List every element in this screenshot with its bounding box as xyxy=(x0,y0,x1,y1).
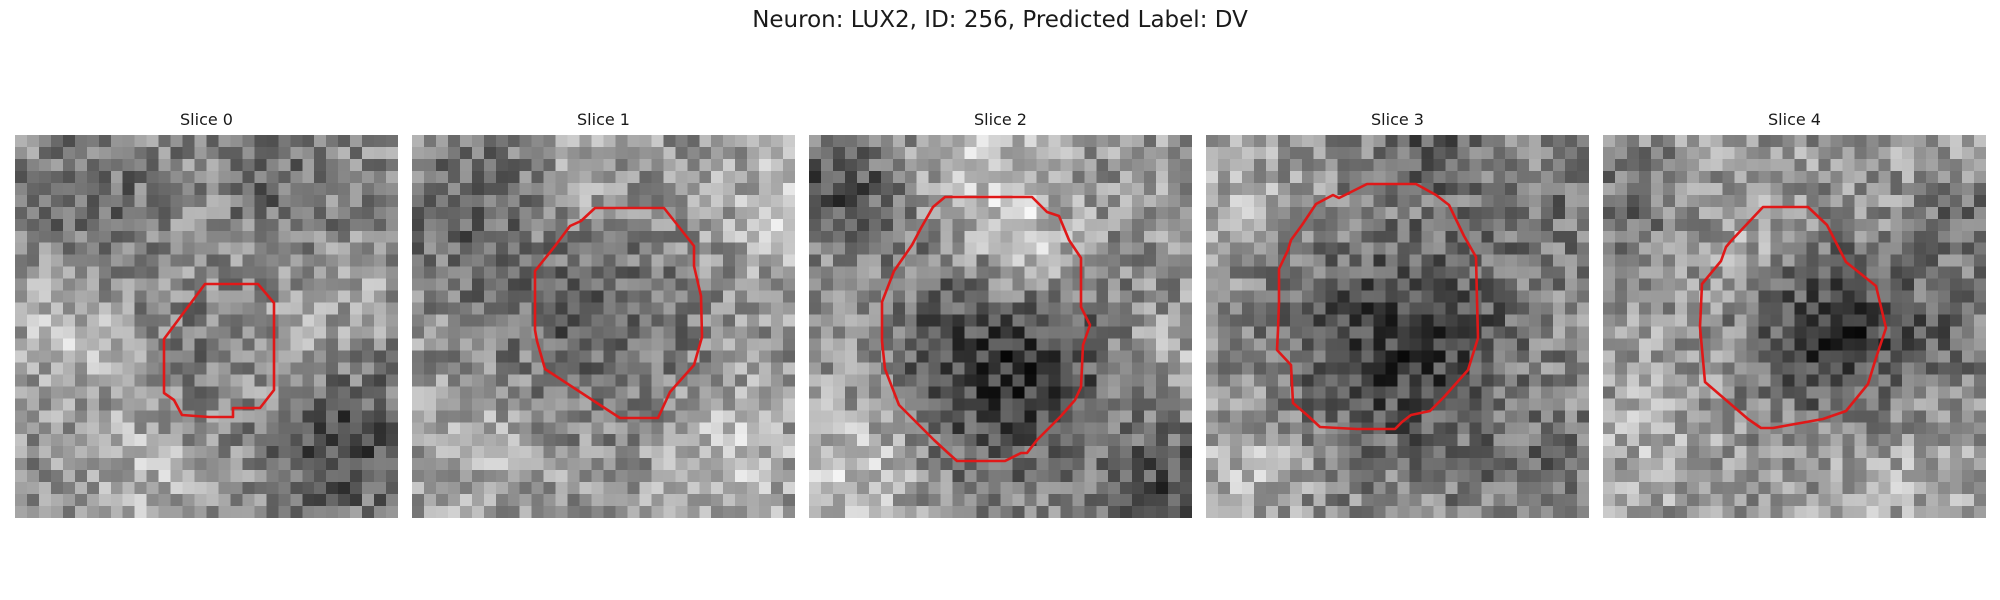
pixel-grid-4 xyxy=(1603,135,1986,518)
slice-title-1: Slice 1 xyxy=(577,110,630,129)
pixel-grid-1 xyxy=(412,135,795,518)
slice-image-3 xyxy=(1206,135,1589,518)
roi-contour-1 xyxy=(533,206,704,420)
figure-title: Neuron: LUX2, ID: 256, Predicted Label: … xyxy=(752,7,1248,33)
slice-panel-3: Slice 3 xyxy=(1206,110,1589,530)
pixel-grid-3 xyxy=(1206,135,1589,518)
roi-contour-3 xyxy=(1275,182,1480,431)
slice-panel-2: Slice 2 xyxy=(809,110,1192,530)
slice-panel-1: Slice 1 xyxy=(412,110,795,530)
roi-contour-0 xyxy=(162,282,276,419)
slice-image-4 xyxy=(1603,135,1986,518)
pixel-grid-0 xyxy=(15,135,398,518)
slice-image-2 xyxy=(809,135,1192,518)
slice-image-0 xyxy=(15,135,398,518)
roi-contour-4 xyxy=(1698,205,1888,430)
slice-panel-0: Slice 0 xyxy=(15,110,398,530)
slice-panel-4: Slice 4 xyxy=(1603,110,1986,530)
slice-title-4: Slice 4 xyxy=(1768,110,1821,129)
roi-contour-2 xyxy=(880,195,1092,463)
slice-title-2: Slice 2 xyxy=(974,110,1027,129)
slice-title-3: Slice 3 xyxy=(1371,110,1424,129)
slice-image-1 xyxy=(412,135,795,518)
slice-title-0: Slice 0 xyxy=(180,110,233,129)
